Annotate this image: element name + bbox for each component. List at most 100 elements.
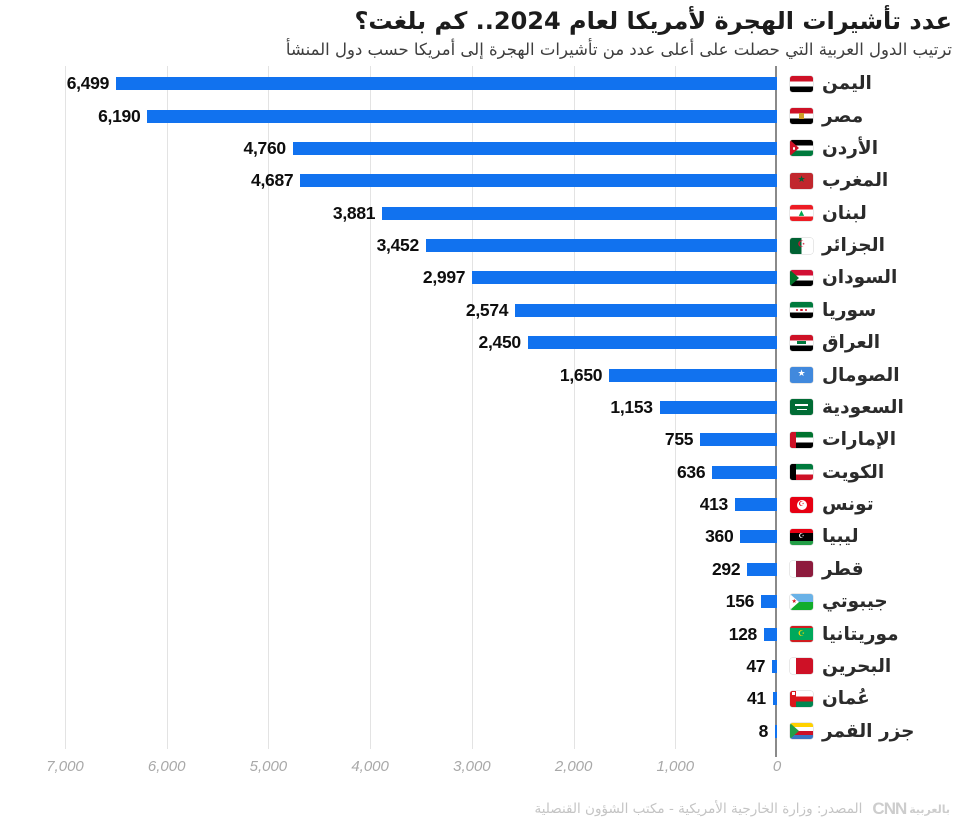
- gridline: [65, 66, 66, 750]
- bar-track: 1,153: [0, 391, 777, 423]
- value-label: 1,153: [610, 396, 653, 417]
- x-tick-label: 3,000: [453, 758, 491, 776]
- country-label: البحرين: [822, 655, 892, 677]
- flag-uae-icon: [790, 431, 813, 448]
- bar-track: 47: [0, 650, 777, 682]
- value-label: 3,881: [332, 202, 376, 223]
- bar-track: 1,650: [0, 359, 777, 391]
- flag-somalia-icon: ★: [790, 367, 813, 383]
- bar-row: 8 جزر القمر: [0, 715, 960, 747]
- bar-track: 3,881: [0, 197, 777, 229]
- country-label: عُمان: [822, 688, 870, 710]
- x-tick-label: 0: [772, 758, 782, 776]
- value-label: 1,650: [559, 364, 603, 385]
- country-label: اليمن: [822, 73, 872, 95]
- visa-bar-chart: 6,499 اليمن 6,190 مصر 4,760 الأردن 4,687 ★ المغر…: [0, 66, 960, 796]
- value-label: 292: [712, 558, 741, 579]
- flag-algeria-icon: ☪: [790, 237, 813, 254]
- bar: [747, 562, 777, 576]
- bar-track: 2,450: [0, 326, 777, 358]
- bar-track: 8: [0, 715, 777, 747]
- flag-bahrain-icon: [790, 658, 813, 675]
- flag-morocco-icon: ★: [790, 172, 813, 189]
- flag-djibouti-icon: ★: [790, 593, 813, 610]
- bar-row: 128 ☪ موريتانيا: [0, 618, 960, 650]
- flag-qatar-icon: [790, 561, 813, 578]
- flag-lebanon-icon: ▲: [790, 205, 813, 222]
- x-tick-label: 5,000: [249, 758, 288, 776]
- flag-iraq-icon: [790, 334, 813, 351]
- bar-track: 413: [0, 488, 777, 520]
- bar: [472, 271, 777, 285]
- flag-libya-icon: ☪: [790, 528, 813, 545]
- source-text: المصدر: وزارة الخارجية الأمريكية - مكتب …: [534, 801, 863, 817]
- country-label: المغرب: [822, 170, 889, 192]
- country-info: ☪ تونس: [777, 494, 874, 515]
- country-info: ★ المغرب: [777, 170, 888, 191]
- cnn-arabic-logo-icon: CNN بالعربية: [872, 799, 950, 819]
- bar-row: 413 ☪ تونس: [0, 488, 960, 520]
- value-label: 755: [664, 429, 694, 450]
- bar-track: 41: [0, 683, 777, 715]
- bar-row: 3,452 ☪ الجزائر: [0, 229, 960, 261]
- bar-row: 2,997 السودان: [0, 262, 960, 294]
- gridline: [573, 66, 575, 750]
- country-label: قطر: [822, 558, 864, 580]
- bar-row: 1,650 ★ الصومال: [0, 359, 960, 391]
- bar-track: 6,190: [0, 100, 777, 132]
- flag-comoros-icon: [790, 723, 813, 740]
- bar: [515, 303, 777, 317]
- chart-rows: 6,499 اليمن 6,190 مصر 4,760 الأردن 4,687 ★ المغر…: [0, 67, 960, 747]
- country-label: الصومال: [822, 364, 900, 386]
- country-info: مصر: [777, 106, 863, 127]
- country-label: الإمارات: [822, 429, 897, 451]
- value-label: 2,450: [478, 332, 522, 353]
- country-label: السعودية: [822, 396, 904, 418]
- bar-row: 156 ★ جيبوتي: [0, 585, 960, 617]
- country-label: جيبوتي: [822, 591, 888, 613]
- country-info: الإمارات: [777, 429, 896, 450]
- value-label: 41: [746, 688, 766, 709]
- bar-track: 2,574: [0, 294, 777, 326]
- country-info: الكويت: [777, 462, 884, 483]
- country-label: الأردن: [822, 137, 879, 159]
- bar-row: 360 ☪ ليبيا: [0, 521, 960, 553]
- bar: [772, 692, 777, 706]
- value-label: 47: [746, 655, 766, 676]
- flag-syria-icon: [790, 302, 813, 319]
- bar-track: 4,760: [0, 132, 777, 164]
- flag-yemen-icon: [790, 75, 813, 92]
- country-label: ليبيا: [822, 526, 859, 548]
- bar-track: 755: [0, 424, 777, 456]
- bar-row: 6,499 اليمن: [0, 67, 960, 99]
- country-info: اليمن: [777, 73, 872, 94]
- bar-row: 4,760 الأردن: [0, 132, 960, 164]
- bar: [764, 627, 777, 641]
- bar: [772, 659, 777, 673]
- bar-row: 2,450 العراق: [0, 326, 960, 358]
- country-label: السودان: [822, 267, 898, 289]
- bar-track: 360: [0, 521, 777, 553]
- value-label: 156: [725, 591, 755, 612]
- chart-header: عدد تأشيرات الهجرة لأمريكا لعام 2024.. ك…: [0, 0, 960, 60]
- bar: [292, 141, 777, 155]
- bar: [735, 498, 777, 511]
- bar: [659, 400, 777, 414]
- country-info: ▲ لبنان: [777, 203, 867, 224]
- bar-track: 6,499: [0, 67, 777, 99]
- country-info: ☪ الجزائر: [777, 235, 885, 256]
- flag-sudan-icon: [790, 269, 813, 286]
- bar: [609, 368, 777, 382]
- bar: [712, 465, 777, 479]
- value-label: 2,574: [465, 299, 509, 320]
- country-label: مصر: [822, 105, 864, 127]
- value-label: 636: [677, 461, 706, 482]
- bar-row: 47 البحرين: [0, 650, 960, 682]
- bar-row: 3,881 ▲ لبنان: [0, 197, 960, 229]
- country-label: تونس: [822, 494, 874, 515]
- x-tick-label: 2,000: [554, 758, 593, 776]
- zero-tick-mark: [775, 750, 777, 758]
- bar: [425, 239, 777, 252]
- gridline: [166, 66, 168, 750]
